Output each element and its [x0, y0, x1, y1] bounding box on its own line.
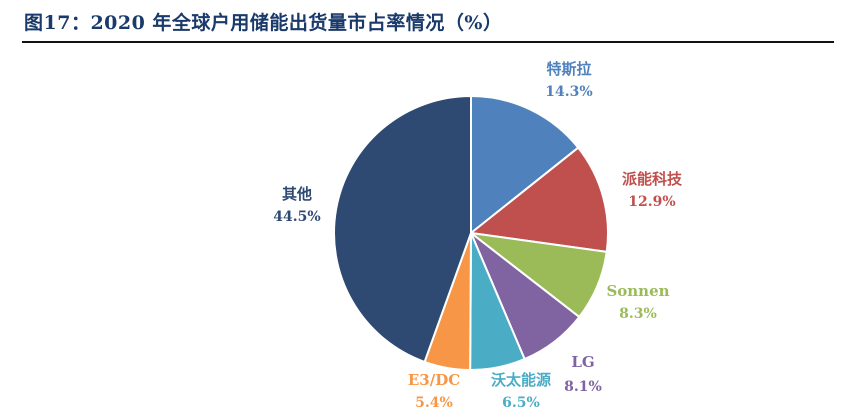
slice-name-label: 其他	[282, 185, 312, 203]
figure-title: 图17：2020 年全球户用储能出货量市占率情况（%）	[24, 12, 503, 34]
slice-name-label: E3/DC	[408, 371, 460, 389]
pie-labels: 特斯拉 14.3% 派能科技 12.9% Sonnen 8.3% LG 8.1% 沃太能源 6.5…	[273, 60, 683, 411]
slice-name-label: Sonnen	[606, 282, 669, 300]
slice-value-label: 8.3%	[619, 306, 657, 322]
slice-value-label: 44.5%	[273, 209, 320, 225]
slice-name-label: 特斯拉	[546, 60, 591, 78]
pie-slice-6	[333, 94, 472, 364]
slice-name-label: 沃太能源	[491, 371, 551, 389]
slice-name-label: LG	[571, 353, 594, 371]
slice-value-label: 12.9%	[628, 194, 675, 210]
slice-value-label: 14.3%	[545, 84, 592, 100]
slice-value-label: 5.4%	[415, 395, 453, 411]
title-rule	[22, 41, 834, 43]
pie-slice-0	[470, 94, 580, 236]
slice-name-label: 派能科技	[622, 170, 683, 188]
slice-value-label: 6.5%	[502, 395, 540, 411]
pie-slices	[333, 94, 609, 372]
slice-value-label: 8.1%	[564, 379, 602, 395]
pie-slice-1	[468, 146, 609, 254]
